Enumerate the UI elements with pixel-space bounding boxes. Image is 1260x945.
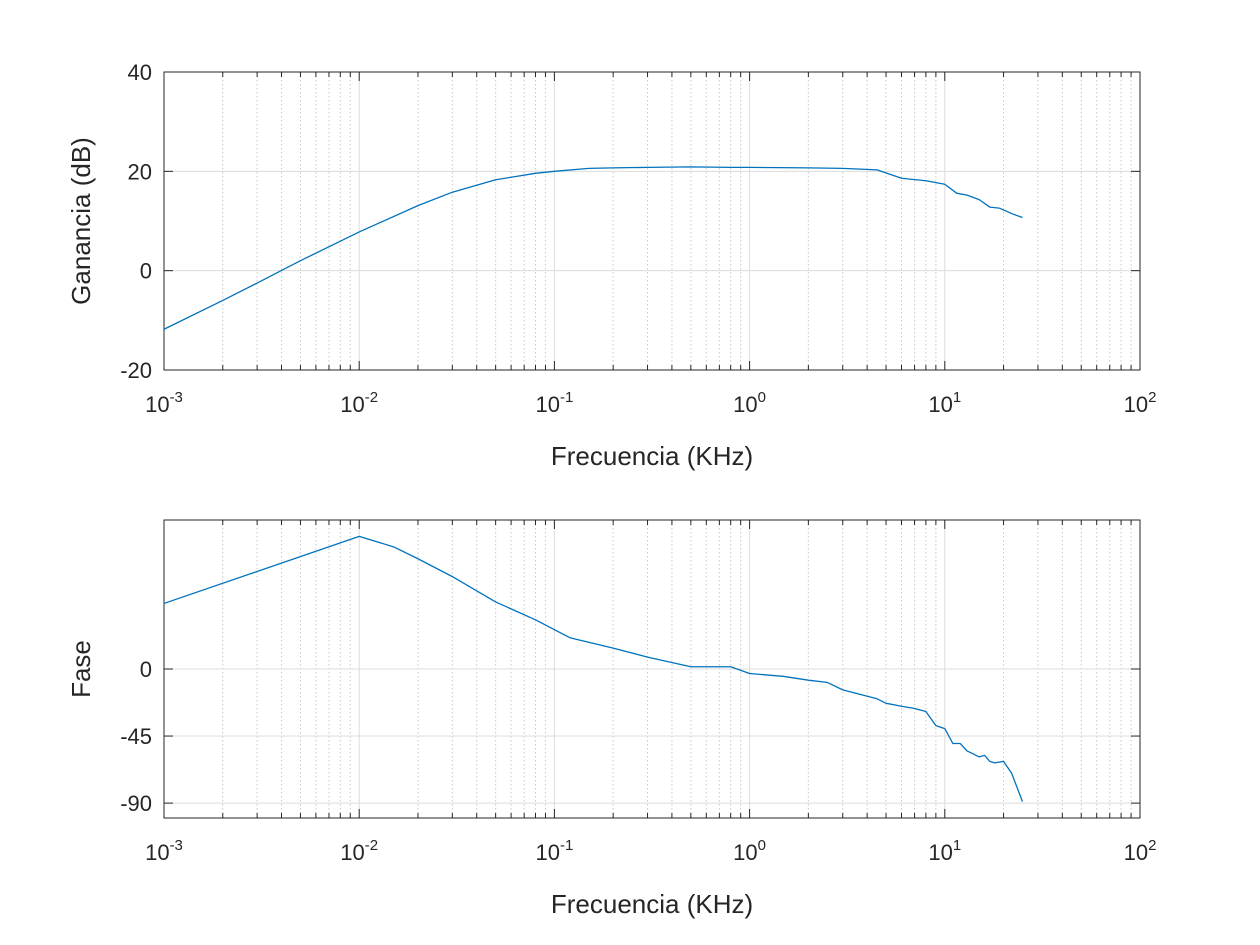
gain-y-tick-label: -20 (120, 358, 152, 383)
gain-x-tick-label: 100 (733, 389, 766, 417)
phase-y-tick-labels: 0 -45 -90 (120, 657, 152, 816)
gain-plot-frame (163, 71, 1141, 371)
phase-x-tick-label: 100 (733, 837, 766, 865)
gain-y-axis-label: Ganancia (dB) (66, 137, 96, 305)
gain-x-tick-labels: 10-3 10-2 10-1 100 101 102 (145, 389, 1156, 417)
gain-x-tick-label: 101 (928, 389, 961, 417)
gain-y-tick-label: 40 (128, 60, 152, 85)
phase-x-tick-label: 102 (1124, 837, 1157, 865)
gain-minor-grid (222, 72, 1132, 370)
phase-y-tick-label: -90 (120, 791, 152, 816)
phase-plot: 10-3 10-2 10-1 100 101 102 0 -45 -90 Frecuencia… (66, 519, 1156, 919)
gain-y-tick-labels: 40 20 0 -20 (120, 60, 152, 383)
gain-y-tick-label: 20 (128, 159, 152, 184)
phase-y-tick-label: -45 (120, 724, 152, 749)
phase-x-tick-label: 101 (928, 837, 961, 865)
phase-x-tick-label: 10-2 (340, 837, 378, 865)
phase-y-tick-label: 0 (140, 657, 152, 682)
gain-series-line (163, 166, 1023, 330)
gain-x-axis-label: Frecuencia (KHz) (551, 441, 753, 471)
gain-plot-area (164, 72, 1140, 370)
gain-plot: 10-3 10-2 10-1 100 101 102 40 20 0 -20 Frecuenci… (66, 60, 1156, 471)
gain-y-tick-label: 0 (140, 259, 152, 284)
gain-x-tick-label: 10-1 (535, 389, 573, 417)
phase-x-tick-labels: 10-3 10-2 10-1 100 101 102 (145, 837, 1156, 865)
phase-plot-frame (163, 519, 1141, 819)
phase-x-tick-label: 10-1 (535, 837, 573, 865)
phase-series-line (163, 535, 1024, 802)
phase-y-axis-label: Fase (66, 640, 96, 698)
gain-x-tick-label: 10-2 (340, 389, 378, 417)
phase-x-axis-label: Frecuencia (KHz) (551, 889, 753, 919)
gain-x-tick-label: 10-3 (145, 389, 183, 417)
gain-x-tick-label: 102 (1124, 389, 1157, 417)
phase-x-tick-label: 10-3 (145, 837, 183, 865)
